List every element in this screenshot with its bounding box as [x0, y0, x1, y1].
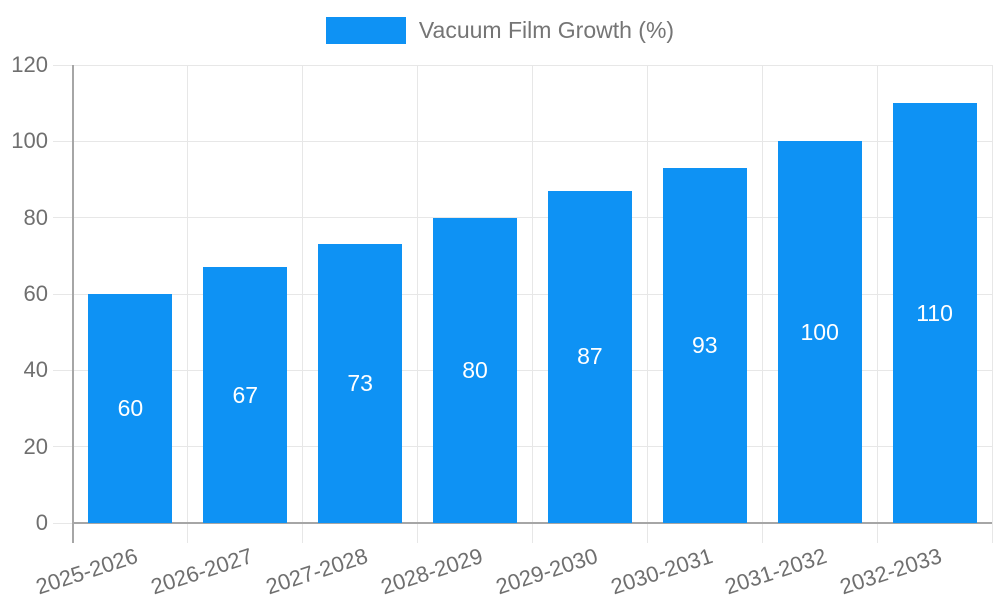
- x-axis-tick: [761, 523, 763, 543]
- x-axis-tick: [991, 523, 993, 543]
- gridline-horizontal: [53, 369, 992, 371]
- gridline-vertical: [761, 65, 763, 523]
- gridline-horizontal: [53, 64, 992, 66]
- bar[interactable]: [88, 294, 173, 523]
- y-axis-tick-label: 0: [35, 510, 48, 535]
- x-axis-category-label: 2026-2027: [147, 543, 256, 600]
- gridline-horizontal: [53, 217, 992, 219]
- x-axis-tick: [187, 523, 189, 543]
- bar[interactable]: [892, 103, 977, 523]
- bar[interactable]: [203, 267, 288, 523]
- x-axis-tick: [876, 523, 878, 543]
- x-axis-tick: [532, 523, 533, 543]
- y-axis-tick-label: 80: [23, 204, 48, 230]
- x-axis-line: [73, 522, 992, 524]
- bar[interactable]: [662, 168, 747, 523]
- legend-swatch: [325, 17, 406, 44]
- x-axis-tick: [417, 523, 419, 543]
- bar[interactable]: [433, 217, 518, 523]
- gridline-vertical: [187, 65, 189, 523]
- bar[interactable]: [318, 244, 403, 523]
- gridline-vertical: [302, 65, 304, 523]
- x-axis-tick: [646, 523, 648, 543]
- x-axis-category-label: 2029-2030: [492, 543, 601, 600]
- x-axis-category-label: 2027-2028: [262, 543, 371, 600]
- y-axis-line: [72, 65, 74, 543]
- gridline-horizontal: [53, 140, 992, 142]
- legend: Vacuum Film Growth (%): [0, 17, 1000, 44]
- gridline-vertical: [991, 65, 993, 523]
- gridline-vertical: [646, 65, 648, 523]
- bar[interactable]: [777, 141, 862, 523]
- x-axis-category-label: 2030-2031: [607, 543, 716, 600]
- x-axis-category-label: 2028-2029: [377, 543, 486, 600]
- y-axis-tick-label: 120: [11, 52, 48, 77]
- y-axis-tick-label: 100: [11, 128, 48, 154]
- y-axis-tick-label: 20: [23, 433, 48, 459]
- legend-label: Vacuum Film Growth (%): [418, 17, 675, 43]
- x-axis-category-label: 2031-2032: [722, 543, 831, 600]
- x-axis-tick: [302, 523, 304, 543]
- x-axis-category-label: 2032-2033: [837, 543, 945, 600]
- gridline-vertical: [876, 65, 878, 523]
- y-axis-tick-label: 60: [23, 281, 48, 306]
- gridline-horizontal: [53, 446, 992, 448]
- bar[interactable]: [547, 190, 632, 523]
- gridline-horizontal: [53, 293, 992, 295]
- y-axis-tick-label: 40: [23, 357, 48, 383]
- gridline-vertical: [532, 65, 533, 523]
- gridline-vertical: [417, 65, 419, 523]
- x-axis-category-label: 2025-2026: [33, 543, 141, 600]
- legend-item[interactable]: Vacuum Film Growth (%): [325, 17, 675, 44]
